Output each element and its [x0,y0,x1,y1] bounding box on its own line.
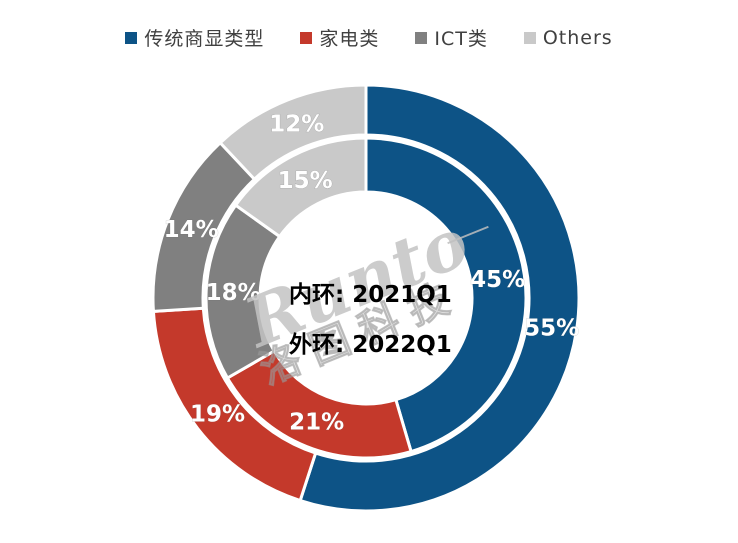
slice-label-outer-ICT类: 14% [164,217,219,243]
legend-item-3: Others [523,26,613,49]
slice-label-inner-ICT类: 18% [206,280,261,306]
legend-label-3: Others [542,26,613,49]
center-caption: 内环: 2021Q1 外环: 2022Q1 [289,270,452,370]
slice-label-inner-Others: 15% [278,168,333,194]
legend-swatch-1 [300,31,313,44]
legend-swatch-0 [125,31,138,44]
legend-label-1: 家电类 [319,28,380,50]
legend-label-2: ICT类 [434,28,488,50]
legend-item-1: 家电类 [300,24,379,51]
slice-outer-传统商显类型 [298,83,581,513]
slice-label-outer-家电类: 19% [190,401,245,427]
legend-swatch-2 [415,31,428,44]
legend-label-0: 传统商显类型 [144,28,265,50]
center-caption-inner-ring: 内环: 2021Q1 [289,282,452,308]
slice-inner-Others [233,136,368,239]
legend: 传统商显类型 家电类 ICT类 Others [0,24,738,51]
legend-swatch-3 [523,31,536,44]
slice-label-outer-传统商显类型: 55% [524,315,579,341]
slice-label-inner-传统商显类型: 45% [470,267,525,293]
slice-label-outer-Others: 12% [269,111,324,137]
legend-item-2: ICT类 [415,24,487,51]
slice-label-inner-家电类: 21% [289,410,344,436]
legend-item-0: 传统商显类型 [125,24,264,51]
center-caption-outer-ring: 外环: 2022Q1 [289,332,452,358]
slice-outer-Others [218,83,368,182]
